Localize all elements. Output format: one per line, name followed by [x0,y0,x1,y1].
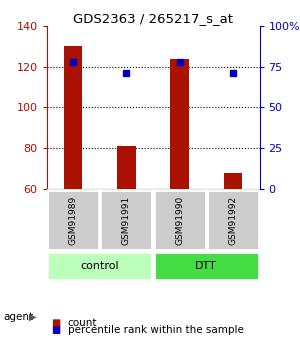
Bar [154,190,206,250]
Bar [170,59,189,189]
Text: percentile rank within the sample: percentile rank within the sample [68,325,243,335]
Text: GSM91992: GSM91992 [228,196,237,245]
Bar [154,252,259,280]
Bar [47,252,152,280]
Text: agent: agent [3,312,33,322]
Bar [117,146,136,189]
Bar [47,190,99,250]
Text: ■: ■ [51,318,60,327]
Bar [207,190,259,250]
Text: count: count [68,318,97,327]
Text: GSM91989: GSM91989 [69,196,78,245]
Title: GDS2363 / 265217_s_at: GDS2363 / 265217_s_at [73,12,233,25]
Text: ▶: ▶ [29,312,37,322]
Bar [100,190,152,250]
Bar [224,173,242,189]
Text: DTT: DTT [195,261,217,271]
Text: ■: ■ [51,325,60,335]
Text: GSM91990: GSM91990 [175,196,184,245]
Bar [64,46,82,189]
Text: GSM91991: GSM91991 [122,196,131,245]
Text: control: control [80,261,119,271]
